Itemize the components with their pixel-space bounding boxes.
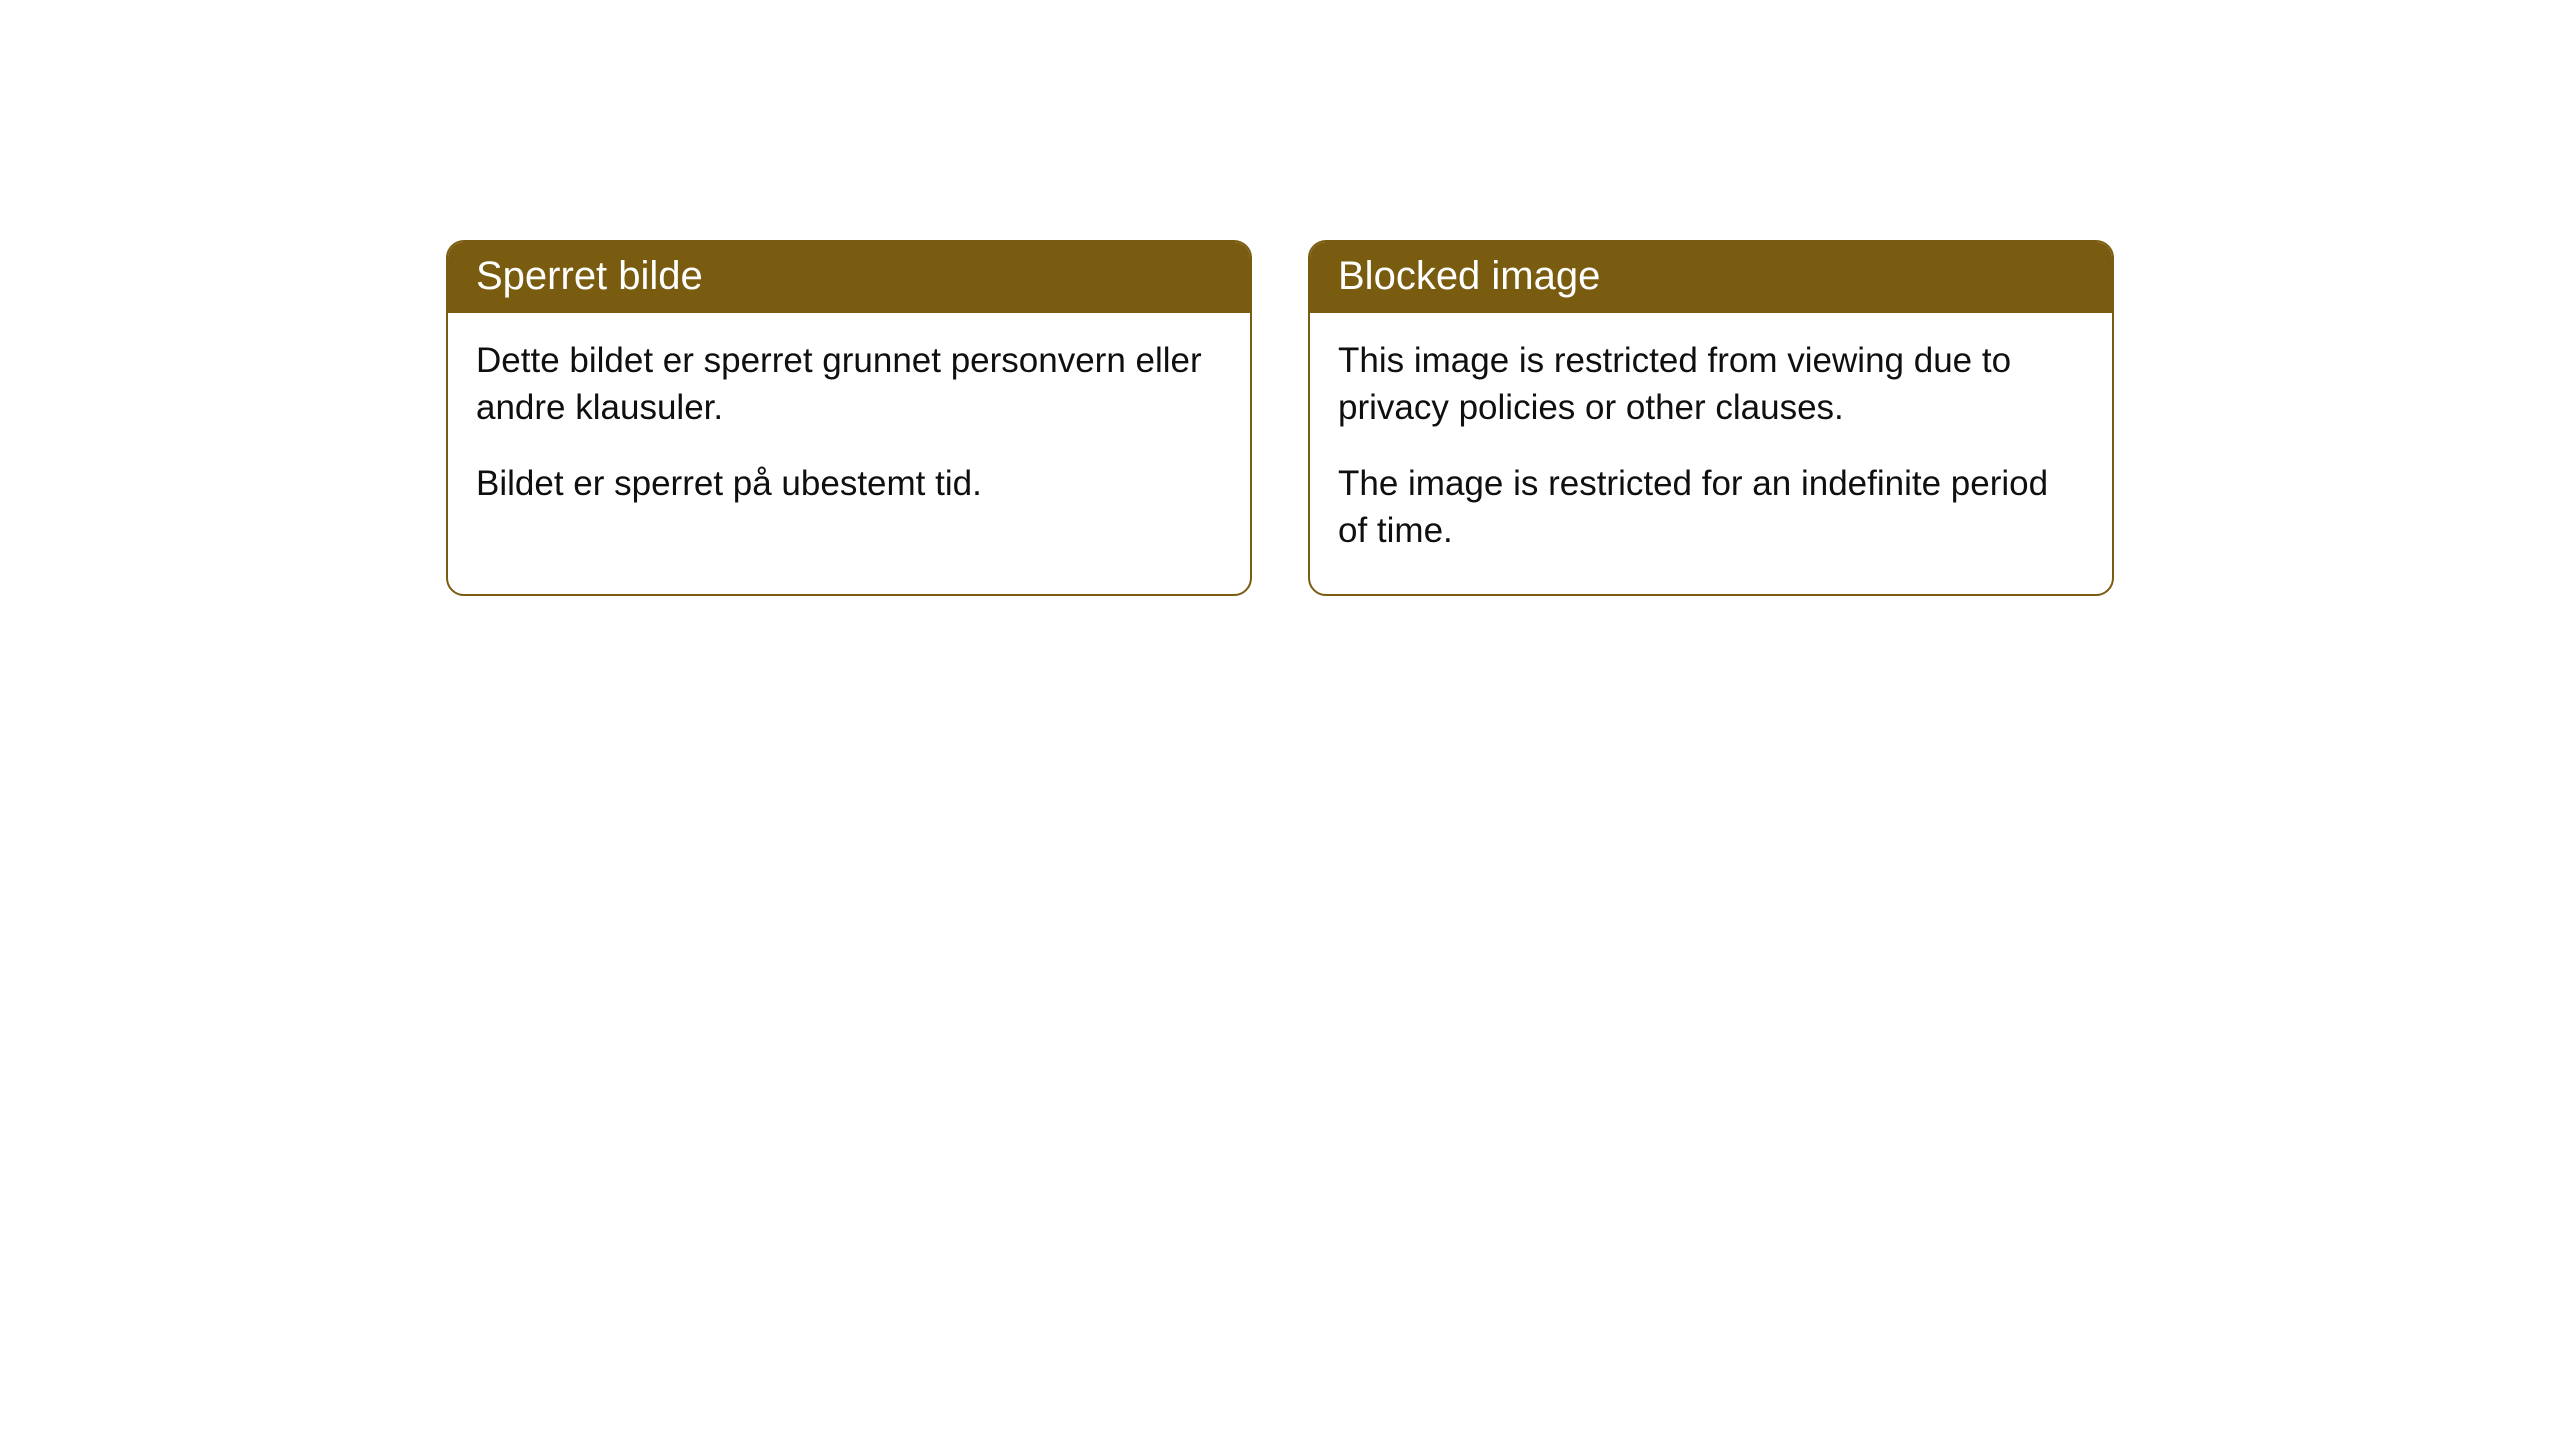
card-paragraph: Bildet er sperret på ubestemt tid.	[476, 460, 1222, 507]
notice-container: Sperret bilde Dette bildet er sperret gr…	[0, 0, 2560, 596]
card-body-norwegian: Dette bildet er sperret grunnet personve…	[448, 313, 1250, 547]
card-title: Sperret bilde	[476, 254, 703, 298]
card-paragraph: Dette bildet er sperret grunnet personve…	[476, 337, 1222, 432]
card-paragraph: The image is restricted for an indefinit…	[1338, 460, 2084, 555]
card-body-english: This image is restricted from viewing du…	[1310, 313, 2112, 594]
blocked-image-card-norwegian: Sperret bilde Dette bildet er sperret gr…	[446, 240, 1252, 596]
card-header-norwegian: Sperret bilde	[448, 242, 1250, 313]
card-title: Blocked image	[1338, 254, 1600, 298]
card-header-english: Blocked image	[1310, 242, 2112, 313]
card-paragraph: This image is restricted from viewing du…	[1338, 337, 2084, 432]
blocked-image-card-english: Blocked image This image is restricted f…	[1308, 240, 2114, 596]
